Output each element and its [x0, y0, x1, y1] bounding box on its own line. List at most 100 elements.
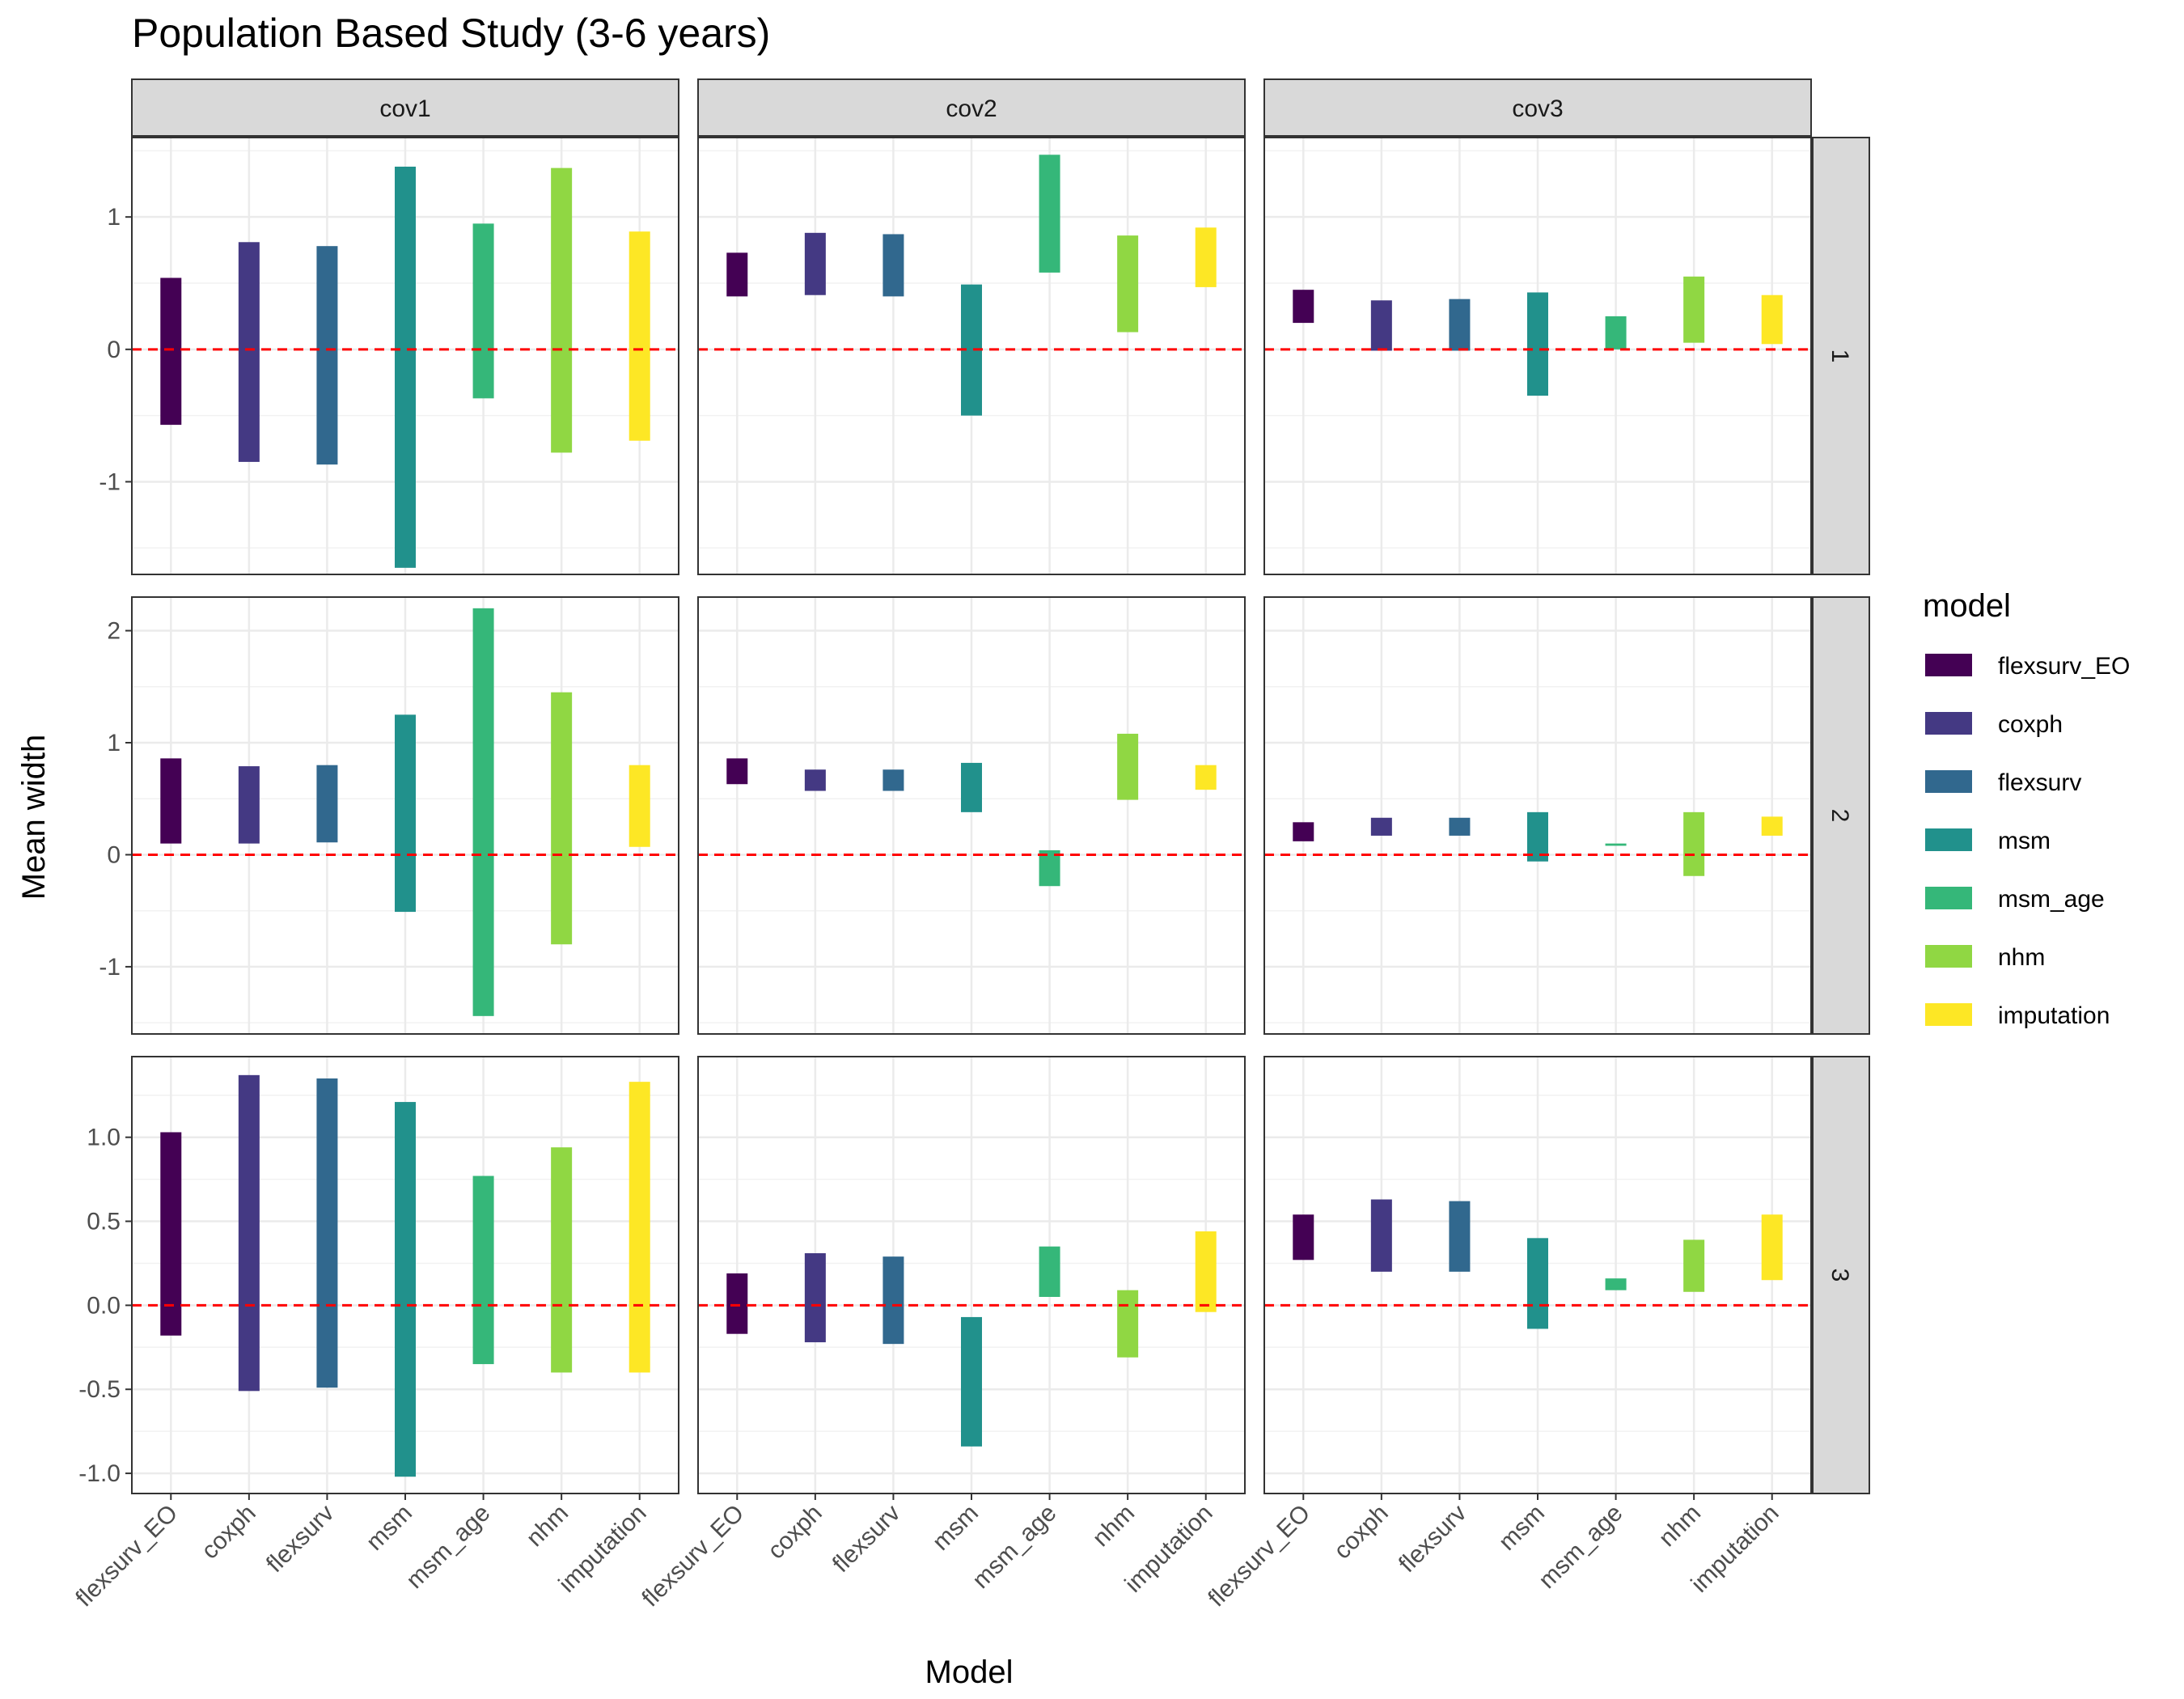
panel-border — [697, 596, 1246, 1035]
legend-label: flexsurv_EO — [1998, 653, 2130, 680]
y-tick-label: -1.0 — [78, 1460, 121, 1487]
row-strip-label: 1 — [1826, 350, 1853, 363]
panel-cov2-row-3 — [697, 1056, 1246, 1494]
legend-key-imputation — [1925, 1003, 1972, 1026]
range-bar-coxph — [1370, 1199, 1392, 1272]
legend-label: flexsurv — [1998, 769, 2081, 796]
range-bar-imputation — [1761, 1214, 1783, 1281]
range-bar-msm_age — [1605, 843, 1627, 846]
panel-cov3-row-2 — [1263, 596, 1812, 1035]
range-bar-imputation — [1761, 294, 1783, 345]
legend-label: imputation — [1998, 1002, 2110, 1029]
range-bar-coxph — [1370, 817, 1392, 836]
legend-label: msm_age — [1998, 886, 2105, 913]
y-tick-label: -1 — [99, 468, 121, 495]
range-bar-flexsurv_EO — [726, 1273, 748, 1334]
col-strip-cov1 — [131, 78, 679, 137]
y-tick-label: 0 — [107, 841, 121, 868]
range-bar-imputation — [629, 765, 650, 847]
legend-label: coxph — [1998, 711, 2063, 738]
y-tick-label: 1 — [107, 730, 121, 756]
range-bar-msm_age — [1039, 850, 1060, 887]
legend-key-flexsurv — [1925, 770, 1972, 793]
legend-title: model — [1923, 588, 2011, 624]
range-bar-coxph — [804, 232, 826, 295]
y-tick-label: 2 — [107, 618, 121, 645]
range-bar-msm_age — [1605, 316, 1627, 350]
panel-cov3-row-3 — [1263, 1056, 1812, 1494]
range-bar-coxph — [804, 1253, 826, 1343]
range-bar-coxph — [1370, 300, 1392, 351]
range-bar-nhm — [1117, 235, 1139, 333]
range-bar-flexsurv_EO — [726, 758, 748, 785]
row-strip-label: 3 — [1826, 1269, 1853, 1282]
row-strip-3 — [1812, 1056, 1870, 1494]
range-bar-nhm — [1117, 733, 1139, 800]
range-bar-coxph — [238, 766, 260, 844]
chart-title: Population Based Study (3-6 years) — [132, 11, 770, 56]
panel-border — [131, 596, 679, 1035]
col-strip-label: cov3 — [1512, 95, 1563, 122]
range-bar-flexsurv — [316, 765, 338, 843]
legend-key-nhm — [1925, 945, 1972, 968]
range-bar-flexsurv_EO — [160, 278, 182, 426]
panel-border — [1263, 596, 1812, 1035]
panel-border — [1263, 137, 1812, 575]
col-strip-label: cov1 — [379, 95, 430, 122]
range-bar-flexsurv — [316, 1078, 338, 1388]
range-bar-nhm — [551, 1147, 573, 1373]
range-bar-flexsurv_EO — [160, 1132, 182, 1336]
row-strip-1 — [1812, 137, 1870, 575]
range-bar-msm — [1527, 292, 1548, 396]
range-bar-msm — [961, 1316, 982, 1447]
legend-key-coxph — [1925, 712, 1972, 735]
panel-cov2-row-2 — [697, 596, 1246, 1035]
range-bar-flexsurv_EO — [160, 758, 182, 844]
range-bar-flexsurv — [882, 234, 904, 297]
row-strip-2 — [1812, 596, 1870, 1035]
range-bar-msm_age — [472, 1176, 494, 1365]
range-bar-flexsurv_EO — [726, 252, 748, 297]
panel-border — [697, 137, 1246, 575]
range-bar-msm — [395, 714, 416, 913]
legend-key-msm_age — [1925, 887, 1972, 909]
range-bar-flexsurv_EO — [1293, 290, 1314, 324]
y-tick-label: 1 — [107, 204, 121, 231]
range-bar-imputation — [1195, 227, 1217, 287]
facet-grid: cov1 cov2 cov3 1 -1 0 1 2 -1 0 1 2 3 -1.0 -0.5 0.0 0.5 1.… — [70, 78, 1870, 1612]
range-bar-msm — [961, 762, 982, 812]
range-bar-nhm — [1683, 1239, 1705, 1292]
panel-cov3-row-1 — [1263, 137, 1812, 575]
range-bar-msm_age — [1039, 1246, 1060, 1297]
panel-cov1-row-2 — [131, 596, 679, 1035]
range-bar-nhm — [1117, 1290, 1139, 1358]
legend-label: msm — [1998, 828, 2051, 854]
range-bar-msm — [1527, 811, 1548, 862]
range-bar-msm_age — [472, 608, 494, 1016]
range-bar-nhm — [551, 692, 573, 945]
range-bar-imputation — [1195, 1231, 1217, 1312]
panel-cov1-row-1 — [131, 137, 679, 575]
y-axis-title: Mean width — [16, 735, 52, 900]
range-bar-coxph — [238, 242, 260, 462]
range-bar-coxph — [238, 1074, 260, 1392]
range-bar-imputation — [629, 1082, 650, 1373]
legend-key-flexsurv_EO — [1925, 654, 1972, 676]
range-bar-flexsurv — [1449, 1201, 1471, 1272]
range-bar-msm — [395, 167, 416, 568]
y-tick-label: -1 — [99, 954, 121, 981]
range-bar-flexsurv — [1449, 817, 1471, 836]
col-strip-label: cov2 — [946, 95, 997, 122]
range-bar-imputation — [1761, 816, 1783, 836]
range-bar-flexsurv_EO — [1293, 1214, 1314, 1260]
range-bar-flexsurv_EO — [1293, 822, 1314, 841]
range-bar-nhm — [1683, 811, 1705, 876]
row-strip-label: 2 — [1826, 809, 1853, 823]
range-bar-msm_age — [1605, 1278, 1627, 1290]
range-bar-flexsurv — [1449, 299, 1471, 351]
panel-border — [131, 137, 679, 575]
range-bar-nhm — [551, 167, 573, 453]
y-tick-label: 0.5 — [87, 1209, 121, 1235]
